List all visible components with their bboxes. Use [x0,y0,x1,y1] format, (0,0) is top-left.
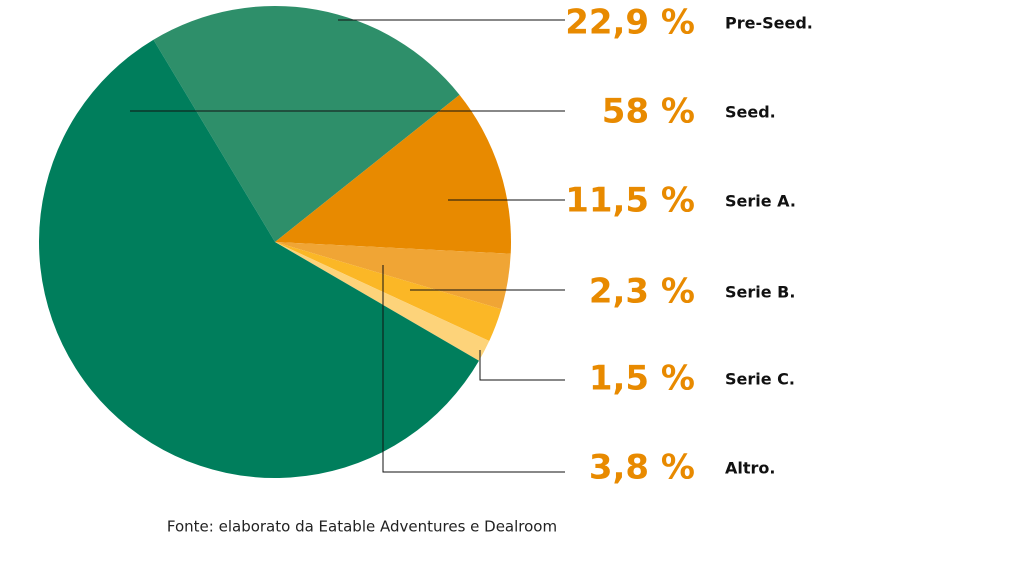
source-note: Fonte: elaborato da Eatable Adventures e… [167,518,557,536]
labels: 22,9 % Pre-Seed. 11,5 % Serie A. 3,8 % Altro.… [130,3,813,488]
value-label: 2,3 % [589,272,695,312]
pie-slice [275,94,511,254]
category-label: Pre-Seed. [725,14,813,33]
category-label: Seed. [725,103,776,122]
pie [39,6,511,478]
leader-line [382,265,565,473]
category-label: Serie C. [725,370,795,389]
leader-line [479,350,565,381]
value-label: 58 % [602,92,695,132]
pie-slice [275,242,502,341]
pie-slice [275,242,511,310]
category-label: Serie A. [725,192,796,211]
value-label: 1,5 % [589,359,695,399]
pie-slice [153,6,460,243]
value-label: 11,5 % [565,181,695,221]
value-label: 22,9 % [565,3,695,43]
pie-slice [39,39,479,478]
value-label: 3,8 % [589,448,695,488]
category-label: Altro. [725,459,775,478]
pie-slice [275,242,490,361]
category-label: Serie B. [725,283,795,302]
